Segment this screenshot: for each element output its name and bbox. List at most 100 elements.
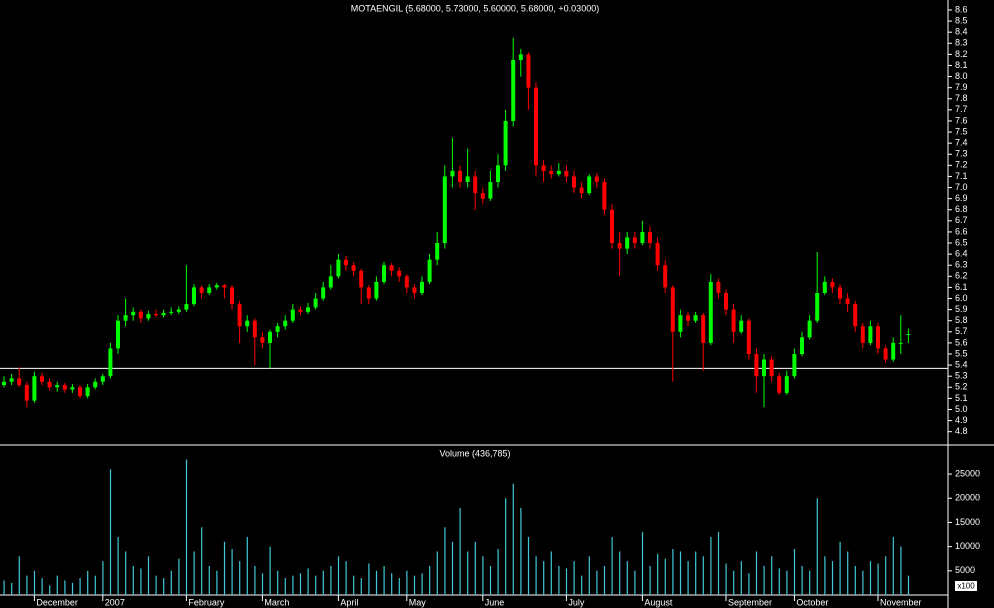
candle-body	[587, 176, 592, 194]
candle-body	[123, 315, 128, 321]
candle-body	[716, 281, 721, 293]
candle-body	[564, 170, 569, 177]
candle-body	[306, 307, 310, 312]
candle-body	[116, 320, 120, 349]
x-tick-label: October	[796, 597, 828, 607]
volume-bar	[451, 541, 454, 595]
y-tick-label: 4.8	[955, 426, 968, 436]
y-tick-label: 10000	[955, 541, 980, 551]
volume-bar	[170, 570, 172, 595]
volume-bar	[664, 558, 666, 595]
volume-bar	[254, 565, 256, 595]
x-tick-label: June	[485, 597, 505, 607]
candle-body	[883, 348, 888, 360]
candle-body	[260, 337, 265, 343]
candle-body	[845, 298, 850, 305]
volume-bar	[33, 570, 36, 595]
y-tick-label: 6.2	[955, 271, 968, 281]
candle-body	[283, 320, 288, 327]
volume-bar	[11, 582, 13, 595]
candle-body	[534, 87, 538, 166]
y-tick-label: 6.4	[955, 249, 968, 259]
volume-bar	[87, 570, 89, 595]
candle-body	[663, 265, 668, 288]
y-tick-label: 5.5	[955, 348, 968, 358]
volume-bar	[801, 565, 803, 595]
candle-body	[344, 259, 348, 266]
y-tick-label: 20000	[955, 493, 980, 503]
candle-body	[655, 243, 660, 266]
y-tick-label: 7.7	[955, 104, 968, 114]
volume-bar	[459, 507, 461, 595]
candle-body	[336, 259, 341, 277]
candle-body	[480, 193, 485, 199]
volume-bar	[550, 551, 552, 595]
volume-bar	[436, 551, 438, 595]
volume-bar	[299, 573, 302, 595]
volume-bar	[489, 565, 492, 595]
volume-bar	[216, 570, 218, 595]
y-tick-label: 7.8	[955, 93, 968, 103]
volume-bar	[155, 575, 157, 595]
unit-box	[955, 581, 977, 591]
candle-body	[648, 231, 652, 244]
volume-bar	[839, 541, 841, 595]
volume-bar	[368, 563, 370, 595]
candle-body	[268, 331, 272, 343]
candle-body	[450, 170, 455, 177]
y-tick-label: 7.1	[955, 171, 968, 181]
volume-bar	[292, 575, 294, 595]
volume-bar	[885, 556, 887, 595]
volume-bar	[26, 575, 28, 595]
candle-body	[906, 334, 911, 336]
candle-body	[230, 287, 234, 305]
volume-bar	[353, 575, 355, 595]
volume-bar	[527, 536, 530, 595]
candle-body	[404, 276, 409, 288]
y-tick-label: 8.1	[955, 60, 968, 70]
candle-body	[746, 320, 751, 355]
y-tick-label: 7.4	[955, 138, 968, 148]
volume-bar	[558, 565, 560, 595]
volume-bar	[261, 573, 264, 595]
candle-body	[830, 281, 835, 288]
y-tick-label: 6.6	[955, 226, 968, 236]
volume-bar	[307, 568, 309, 595]
volume-bar	[246, 536, 248, 595]
candle-body	[625, 237, 630, 249]
candle-body	[435, 243, 440, 260]
candle-body	[496, 165, 500, 182]
candle-body	[458, 170, 462, 182]
volume-bar	[892, 536, 894, 595]
volume-bar	[231, 549, 233, 595]
candle-body	[503, 120, 508, 166]
candle-body	[154, 314, 158, 316]
y-tick-label: 5.1	[955, 393, 968, 403]
volume-bar	[687, 561, 689, 595]
candle-body	[176, 309, 181, 312]
volume-bar	[140, 568, 142, 595]
volume-bar	[634, 570, 636, 595]
volume-bar	[603, 565, 606, 595]
volume-bar	[375, 570, 378, 595]
volume-bar	[125, 551, 127, 595]
volume-bar	[695, 551, 697, 595]
volume-bar	[740, 561, 742, 595]
candle-body	[298, 309, 303, 312]
volume-bar	[337, 556, 340, 595]
candle-body	[47, 381, 52, 388]
volume-bar	[201, 527, 203, 595]
volume-bar	[672, 549, 674, 595]
volume-bar	[847, 551, 849, 595]
x-tick-label: July	[568, 597, 585, 607]
volume-bar	[429, 565, 431, 595]
volume-bar	[679, 551, 682, 595]
volume-bar	[284, 578, 286, 595]
volume-bar	[565, 568, 568, 595]
candle-body	[465, 176, 470, 182]
y-tick-label: 8.5	[955, 15, 968, 25]
y-tick-label: 7.5	[955, 126, 968, 136]
candle-body	[100, 376, 105, 382]
candle-body	[807, 320, 812, 338]
